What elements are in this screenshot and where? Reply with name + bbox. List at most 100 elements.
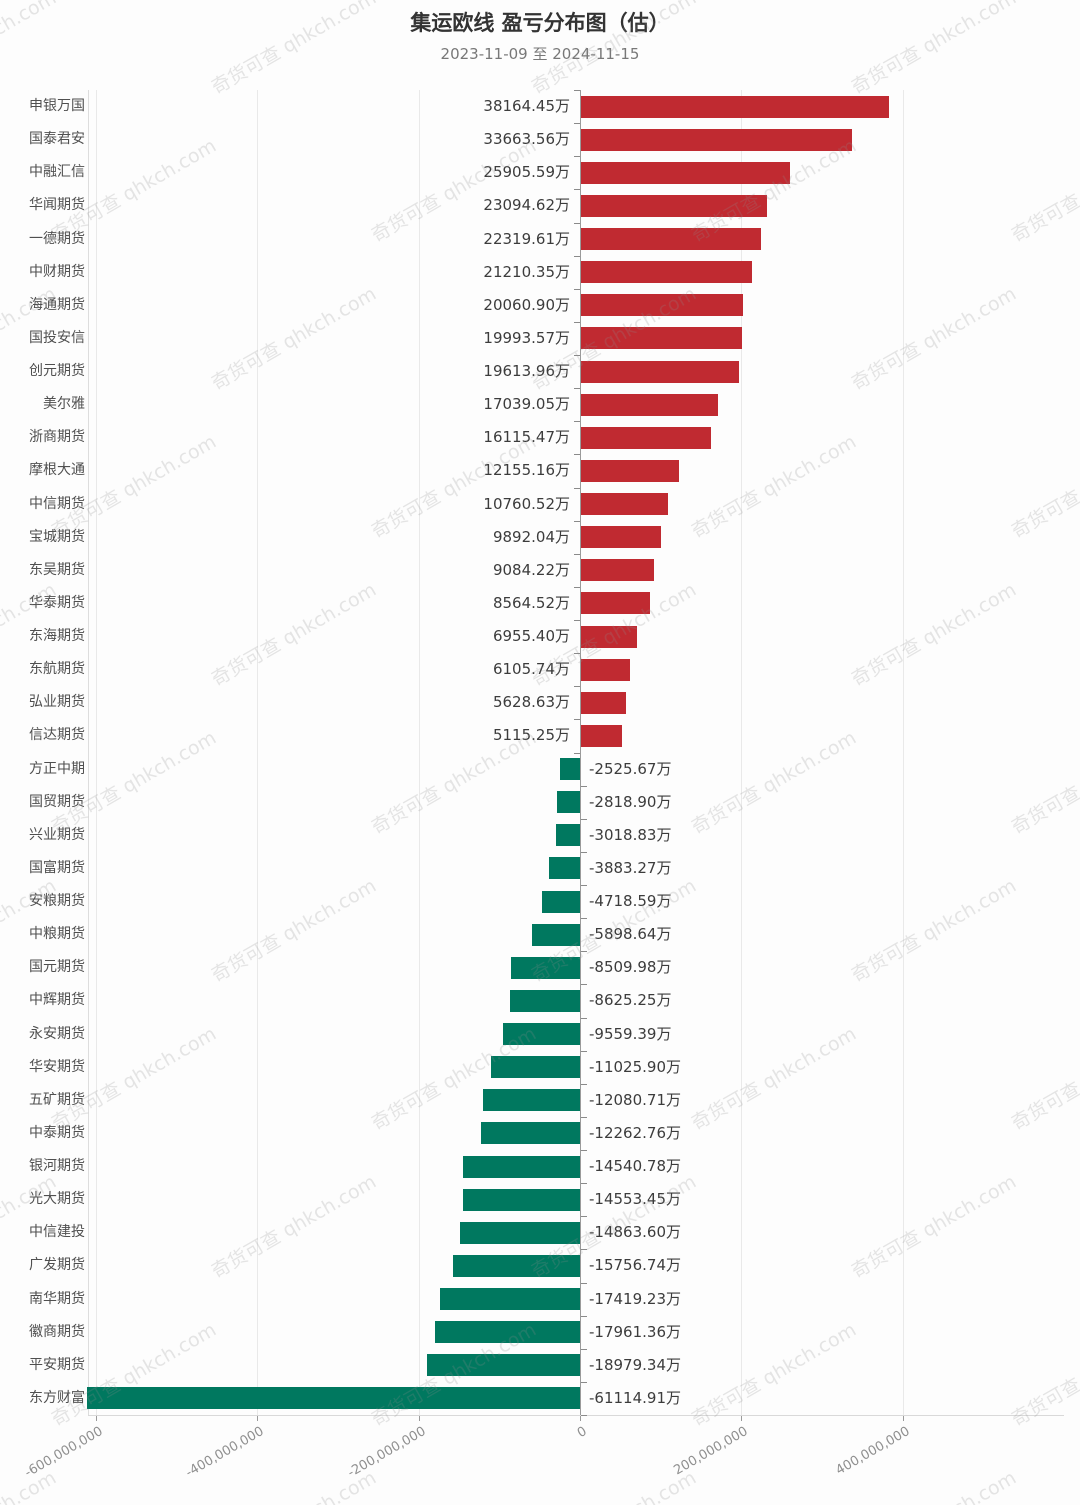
value-label: 5115.25万	[492, 726, 570, 745]
bar[interactable]	[532, 923, 580, 946]
bar[interactable]	[462, 1155, 580, 1178]
value-label: -15756.74万	[589, 1256, 681, 1275]
category-label: 东吴期货	[29, 561, 85, 578]
category-tick	[574, 520, 580, 522]
bar[interactable]	[581, 691, 627, 714]
bar[interactable]	[481, 1122, 580, 1145]
category-label: 申银万国	[29, 98, 85, 114]
value-label: 25905.59万	[483, 163, 570, 182]
chart-subtitle: 2023-11-09 至 2024-11-15	[440, 45, 640, 63]
category-tick	[574, 719, 580, 721]
bar[interactable]	[581, 161, 790, 184]
category-tick	[581, 1381, 587, 1383]
value-label: 33663.56万	[483, 130, 570, 149]
category-tick	[574, 288, 580, 290]
bar[interactable]	[510, 989, 580, 1012]
bar[interactable]	[452, 1254, 580, 1277]
category-tick	[574, 156, 580, 158]
category-tick	[581, 1083, 587, 1085]
category-tick	[574, 421, 580, 423]
bar[interactable]	[559, 758, 580, 781]
category-label: 永安期货	[29, 1025, 85, 1042]
bar[interactable]	[557, 791, 580, 814]
category-label: 五矿期货	[29, 1091, 85, 1108]
value-label: -12262.76万	[589, 1123, 681, 1142]
category-label: 中信期货	[29, 495, 85, 512]
bar[interactable]	[581, 592, 651, 615]
bar[interactable]	[581, 658, 631, 681]
bar[interactable]	[581, 559, 655, 582]
bar[interactable]	[548, 857, 580, 880]
category-tick	[581, 1216, 587, 1218]
category-label: 弘业期货	[29, 694, 85, 711]
bar[interactable]	[581, 294, 743, 317]
category-label: 美尔雅	[43, 396, 85, 413]
bar[interactable]	[581, 426, 711, 449]
value-label: -17961.36万	[589, 1322, 681, 1341]
chart-title: 集运欧线 盈亏分布图（估）	[410, 11, 670, 35]
bar[interactable]	[581, 194, 768, 217]
bar[interactable]	[581, 493, 668, 516]
category-label: 国富期货	[29, 859, 85, 876]
bar[interactable]	[581, 128, 853, 151]
bar[interactable]	[462, 1188, 580, 1211]
gridline	[96, 90, 98, 1415]
value-label: 9892.04万	[492, 527, 570, 546]
bar[interactable]	[581, 327, 743, 350]
bar[interactable]	[541, 890, 580, 913]
value-label: -9559.39万	[589, 1024, 672, 1043]
bar[interactable]	[581, 393, 719, 416]
value-label: -4718.59万	[589, 892, 672, 910]
bar[interactable]	[555, 824, 580, 847]
category-tick	[574, 123, 580, 125]
bar[interactable]	[581, 360, 740, 383]
category-tick	[574, 586, 580, 588]
value-label: -8625.25万	[589, 991, 672, 1010]
x-axis-tick-label: -400,000,000	[183, 1424, 267, 1481]
value-label: -8509.98万	[589, 958, 672, 977]
bar[interactable]	[581, 459, 680, 482]
value-label: -3018.83万	[589, 825, 672, 844]
category-label: 信达期货	[29, 727, 85, 744]
x-axis-tick	[257, 1415, 259, 1421]
category-label: 银河期货	[29, 1158, 85, 1174]
bar[interactable]	[435, 1321, 580, 1344]
bar[interactable]	[439, 1288, 580, 1311]
bar[interactable]	[581, 526, 661, 549]
category-tick	[581, 1150, 587, 1151]
value-label: -14553.45万	[589, 1190, 681, 1209]
bar[interactable]	[491, 1056, 580, 1079]
value-label: 20060.90万	[483, 295, 570, 314]
bar[interactable]	[482, 1089, 580, 1112]
value-label: -17419.23万	[589, 1289, 681, 1308]
category-label: 中粮期货	[29, 926, 85, 943]
category-tick	[581, 951, 587, 953]
category-label: 国元期货	[29, 959, 85, 976]
value-label: 8564.52万	[492, 593, 570, 612]
value-label: 22319.61万	[483, 229, 570, 248]
x-axis-tick-label: -200,000,000	[344, 1424, 429, 1481]
bar[interactable]	[502, 1023, 580, 1046]
category-tick	[574, 653, 580, 655]
value-label: 19613.96万	[483, 362, 570, 380]
bar[interactable]	[460, 1221, 580, 1244]
category-label: 光大期货	[29, 1191, 85, 1208]
bar[interactable]	[581, 625, 638, 648]
bar[interactable]	[581, 95, 889, 118]
value-label: 9084.22万	[492, 560, 570, 579]
category-label: 方正中期	[29, 760, 85, 777]
bar[interactable]	[87, 1387, 580, 1410]
category-tick	[581, 851, 587, 853]
category-label: 南华期货	[29, 1290, 85, 1307]
category-label: 宝城期货	[29, 528, 85, 545]
bar[interactable]	[581, 261, 753, 284]
bar[interactable]	[581, 228, 761, 251]
bar[interactable]	[581, 724, 623, 747]
bar[interactable]	[511, 956, 580, 979]
bar[interactable]	[426, 1354, 580, 1377]
zero-axis-line	[580, 90, 581, 1415]
value-label: 5628.63万	[492, 693, 570, 712]
value-label: 16115.47万	[483, 428, 570, 447]
category-label: 徽商期货	[29, 1323, 85, 1340]
